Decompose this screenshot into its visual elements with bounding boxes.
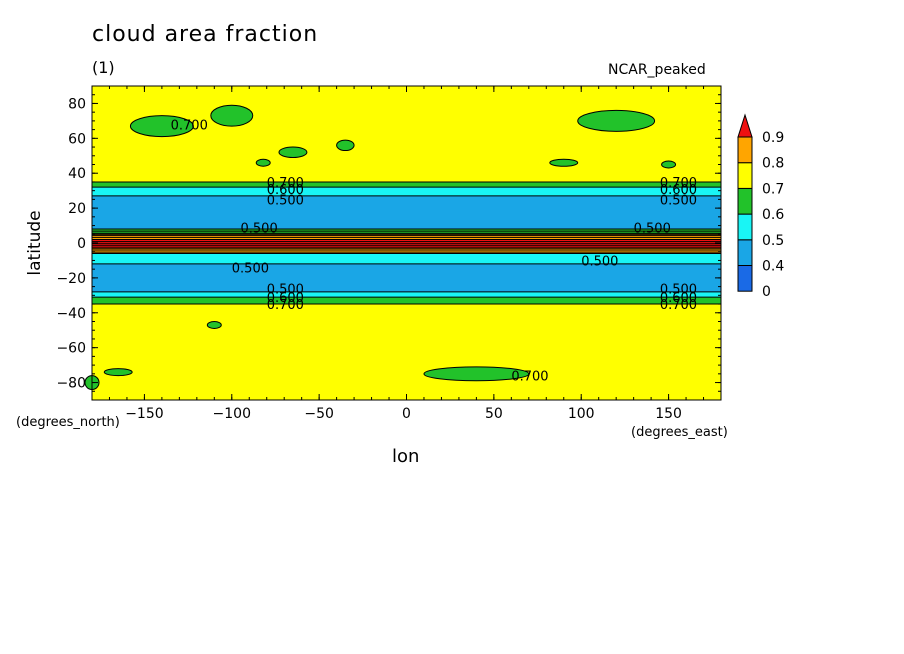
contour-label: 0.600 bbox=[660, 183, 697, 198]
contour-patch bbox=[103, 368, 133, 377]
contour-patch bbox=[577, 109, 656, 132]
contour-label: 0.500 bbox=[581, 254, 618, 269]
colorbar-label: 0.5 bbox=[762, 233, 784, 249]
x-tick-label: −100 bbox=[213, 406, 251, 422]
contour-label: 0.700 bbox=[511, 370, 548, 385]
zonal-band bbox=[92, 181, 721, 188]
y-tick-label: 0 bbox=[77, 236, 86, 252]
contour-patch bbox=[278, 146, 308, 159]
y-tick-label: 40 bbox=[68, 166, 86, 182]
x-tick-label: 0 bbox=[402, 406, 411, 422]
zonal-band bbox=[92, 187, 721, 196]
contour-label: 0.500 bbox=[634, 221, 671, 236]
zonal-band bbox=[92, 291, 721, 298]
y-tick-label: −80 bbox=[56, 376, 86, 392]
contour-label: 0.500 bbox=[267, 193, 304, 208]
contour-patch bbox=[423, 366, 530, 382]
contour-patch bbox=[549, 158, 579, 167]
chart-title: cloud area fraction bbox=[92, 22, 319, 47]
contour-label: 0.600 bbox=[660, 291, 697, 306]
colorbar-bin bbox=[737, 213, 753, 241]
contour-label: 0.500 bbox=[241, 221, 278, 236]
contour-label: 0.700 bbox=[171, 118, 208, 133]
x-tick-label: 150 bbox=[655, 406, 682, 422]
zonal-band bbox=[92, 263, 721, 292]
colorbar-bin bbox=[737, 239, 753, 267]
colorbar-bin bbox=[737, 136, 753, 164]
colorbar-bin bbox=[737, 265, 753, 292]
contour-label: 0.700 bbox=[660, 298, 697, 313]
y-tick-label: 60 bbox=[68, 131, 86, 147]
y-tick-label: −20 bbox=[56, 271, 86, 287]
colorbar-label: 0.7 bbox=[762, 181, 784, 197]
contour-label: 0.500 bbox=[267, 282, 304, 297]
colorbar-bin bbox=[737, 187, 753, 215]
colorbar-label: 0.8 bbox=[762, 156, 784, 172]
zonal-band bbox=[92, 229, 721, 235]
x-tick-label: 50 bbox=[485, 406, 503, 422]
y-tick-label: −60 bbox=[56, 341, 86, 357]
zonal-band bbox=[92, 304, 721, 400]
contour-label: 0.700 bbox=[267, 298, 304, 313]
y-tick-label: 80 bbox=[68, 96, 86, 112]
contour-label: 0.600 bbox=[267, 291, 304, 306]
contour-label: 0.500 bbox=[660, 193, 697, 208]
zonal-band bbox=[92, 86, 721, 182]
contour-label: 0.600 bbox=[267, 183, 304, 198]
colorbar-bin bbox=[737, 162, 753, 189]
contour-patch bbox=[661, 160, 677, 169]
zonal-band bbox=[92, 253, 721, 264]
colorbar-label: 0.9 bbox=[762, 130, 784, 146]
colorbar-label: 0 bbox=[762, 284, 771, 300]
contour-patch bbox=[255, 158, 271, 167]
x-axis-units: (degrees_east) bbox=[631, 425, 728, 440]
contour-patch bbox=[206, 321, 222, 329]
zonal-band bbox=[92, 195, 721, 230]
y-axis-units: (degrees_north) bbox=[16, 415, 120, 430]
y-tick-label: −40 bbox=[56, 306, 86, 322]
contour-patch bbox=[210, 104, 254, 127]
x-axis-label: lon bbox=[392, 446, 420, 467]
contour-label: 0.500 bbox=[660, 282, 697, 297]
colorbar-label: 0.4 bbox=[762, 259, 784, 275]
colorbar-extend-triangle bbox=[737, 113, 753, 138]
zonal-band bbox=[92, 297, 721, 305]
zonal-band bbox=[92, 234, 721, 240]
contour-patch bbox=[336, 139, 355, 152]
contour-label: 0.700 bbox=[267, 176, 304, 191]
x-tick-label: −50 bbox=[304, 406, 334, 422]
y-tick-label: 20 bbox=[68, 201, 86, 217]
contour-label: 0.500 bbox=[232, 261, 269, 276]
contour-label: 0.700 bbox=[660, 176, 697, 191]
x-tick-label: 100 bbox=[568, 406, 595, 422]
contour-patch bbox=[129, 115, 194, 138]
chart-subtitle: (1) bbox=[92, 58, 115, 77]
dataset-label: NCAR_peaked bbox=[608, 62, 706, 78]
zonal-band bbox=[92, 248, 721, 254]
x-tick-label: −150 bbox=[125, 406, 163, 422]
colorbar-label: 0.6 bbox=[762, 207, 784, 223]
